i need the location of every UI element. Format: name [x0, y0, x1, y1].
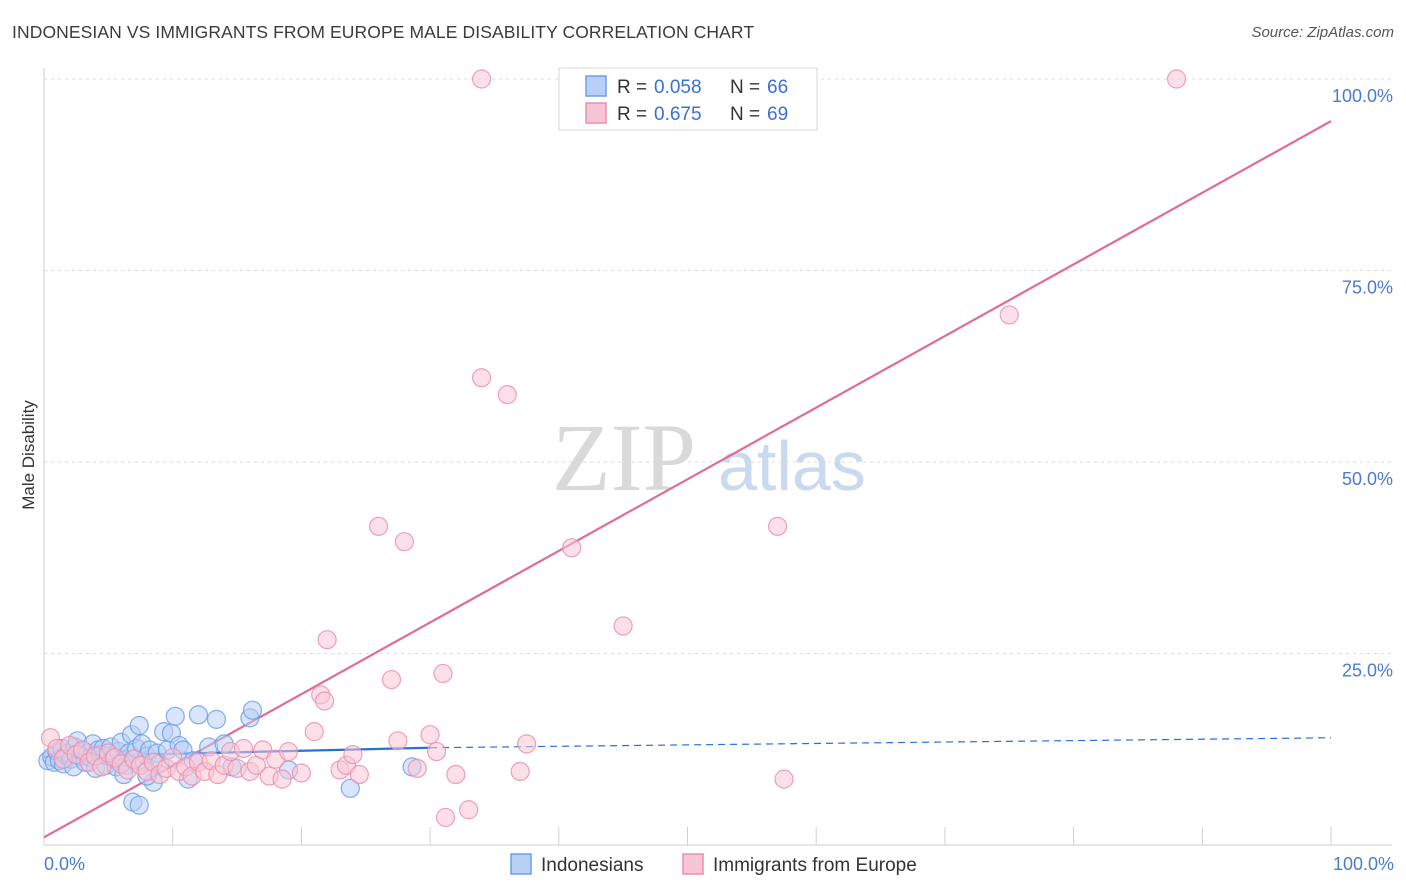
x-tick-label-max: 100.0%: [1333, 854, 1394, 874]
trend-lines: [43, 120, 1332, 839]
trend-line-indonesians-projection: [430, 737, 1332, 749]
point-indonesians-47: [165, 706, 185, 726]
legend-n-label-immigrants-europe: N =: [730, 104, 760, 125]
point-immigrants-europe-37: [278, 741, 299, 762]
point-immigrants-europe-52: [420, 725, 440, 745]
point-immigrants-europe-68: [999, 305, 1019, 325]
point-immigrants-europe-54: [433, 663, 453, 684]
point-immigrants-europe-47: [369, 516, 389, 536]
point-immigrants-europe-39: [304, 722, 324, 742]
legend-n-value-immigrants-europe: 69: [767, 104, 788, 125]
legend-n-value-indonesians: 66: [767, 77, 788, 98]
point-immigrants-europe-64: [613, 616, 633, 636]
point-immigrants-europe-36: [272, 769, 292, 789]
point-indonesians-54: [206, 709, 227, 729]
series-legend-swatch-indonesians: [510, 853, 532, 875]
axes: [43, 68, 1392, 846]
point-immigrants-europe-30: [233, 738, 254, 759]
y-axis-title: Male Disability: [19, 400, 38, 510]
point-indonesians-59: [129, 795, 149, 815]
point-immigrants-europe-48: [381, 669, 402, 690]
point-immigrants-europe-41: [314, 691, 335, 711]
point-immigrants-europe-63: [562, 538, 582, 558]
point-immigrants-europe-62: [517, 734, 537, 754]
point-indonesians-62: [242, 700, 263, 720]
series-legend: Indonesians Immigrants from Europe: [510, 853, 917, 876]
trend-line-immigrants-europe: [43, 120, 1332, 839]
point-immigrants-europe-42: [317, 630, 337, 650]
point-immigrants-europe-66: [767, 516, 788, 536]
point-indonesians-52: [188, 705, 209, 725]
point-immigrants-europe-55: [435, 807, 456, 828]
point-immigrants-europe-53: [426, 741, 447, 762]
point-immigrants-europe-60: [497, 384, 517, 405]
watermark-atlas: atlas: [718, 427, 866, 505]
chart-title: INDONESIAN VS IMMIGRANTS FROM EUROPE MAL…: [12, 22, 755, 42]
point-immigrants-europe-67: [774, 769, 794, 789]
legend-r-label-immigrants-europe: R =: [617, 104, 647, 125]
point-immigrants-europe-51: [407, 758, 427, 779]
source-credit: Source: ZipAtlas.com: [1251, 24, 1394, 41]
point-indonesians-36: [129, 715, 149, 736]
x-tick-label-min: 0.0%: [44, 854, 85, 874]
y-tick-label-50: 50.0%: [1342, 469, 1393, 489]
point-indonesians-64: [340, 778, 360, 798]
point-immigrants-europe-49: [388, 731, 408, 751]
watermark-zip: ZIP: [552, 404, 696, 511]
point-immigrants-europe-38: [291, 763, 311, 783]
legend-n-label-indonesians: N =: [730, 77, 760, 98]
series-legend-label-indonesians: Indonesians: [541, 855, 643, 876]
watermark: ZIP atlas: [552, 404, 866, 511]
y-tick-label-100: 100.0%: [1332, 86, 1393, 106]
legend-swatch-immigrants-europe: [585, 102, 607, 124]
point-immigrants-europe-57: [459, 800, 479, 820]
series-legend-label-immigrants-europe: Immigrants from Europe: [713, 855, 917, 876]
point-immigrants-europe-61: [510, 761, 530, 782]
point-immigrants-europe-58: [471, 368, 492, 388]
legend-r-value-indonesians: 0.058: [654, 77, 702, 98]
point-immigrants-europe-45: [343, 745, 363, 765]
y-tick-labels: 25.0% 50.0% 75.0% 100.0%: [1332, 86, 1393, 681]
series-legend-swatch-immigrants-europe: [682, 853, 704, 875]
point-immigrants-europe-69: [1166, 69, 1187, 89]
y-tick-label-75: 75.0%: [1342, 278, 1393, 298]
point-immigrants-europe-59: [471, 69, 492, 89]
grid-lines: [44, 78, 1392, 654]
point-immigrants-europe-56: [446, 764, 466, 785]
correlation-legend: R = 0.058 N = 66 R = 0.675 N = 69: [558, 67, 818, 131]
y-tick-label-25: 25.0%: [1342, 661, 1393, 681]
legend-swatch-indonesians: [585, 75, 607, 97]
point-immigrants-europe-50: [394, 532, 414, 552]
point-immigrants-europe-46: [349, 764, 369, 785]
legend-r-value-immigrants-europe: 0.675: [654, 104, 702, 125]
legend-r-label-indonesians: R =: [617, 77, 647, 98]
